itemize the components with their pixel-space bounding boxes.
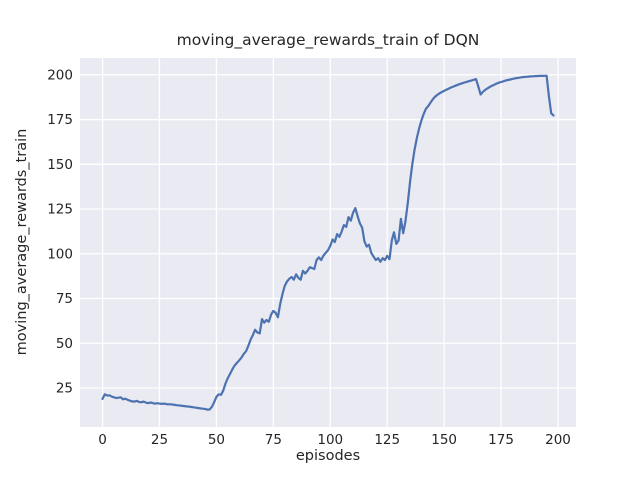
chart-title: moving_average_rewards_train of DQN <box>176 31 480 49</box>
y-tick-label: 125 <box>47 202 73 218</box>
x-tick-label: 175 <box>488 432 514 448</box>
x-tick-label: 150 <box>431 432 457 448</box>
x-tick-label: 200 <box>545 432 571 448</box>
y-axis-label: moving_average_rewards_train <box>14 128 30 356</box>
x-tick-label: 50 <box>208 432 225 448</box>
x-tick-label: 75 <box>265 432 282 448</box>
x-tick-label: 100 <box>317 432 343 448</box>
series-line <box>101 74 555 411</box>
y-tick-label: 50 <box>56 336 73 352</box>
y-tick-label: 200 <box>47 67 73 83</box>
x-tick-label: 125 <box>374 432 400 448</box>
x-axis-label: episodes <box>295 448 361 464</box>
x-tick-label: 25 <box>151 432 168 448</box>
y-tick-label: 25 <box>56 380 73 396</box>
x-tick-label: 0 <box>98 432 107 448</box>
y-tick-label: 100 <box>47 246 73 262</box>
y-tick-label: 150 <box>47 157 73 173</box>
y-tick-label: 175 <box>47 112 73 128</box>
y-tick-label: 75 <box>56 291 73 307</box>
